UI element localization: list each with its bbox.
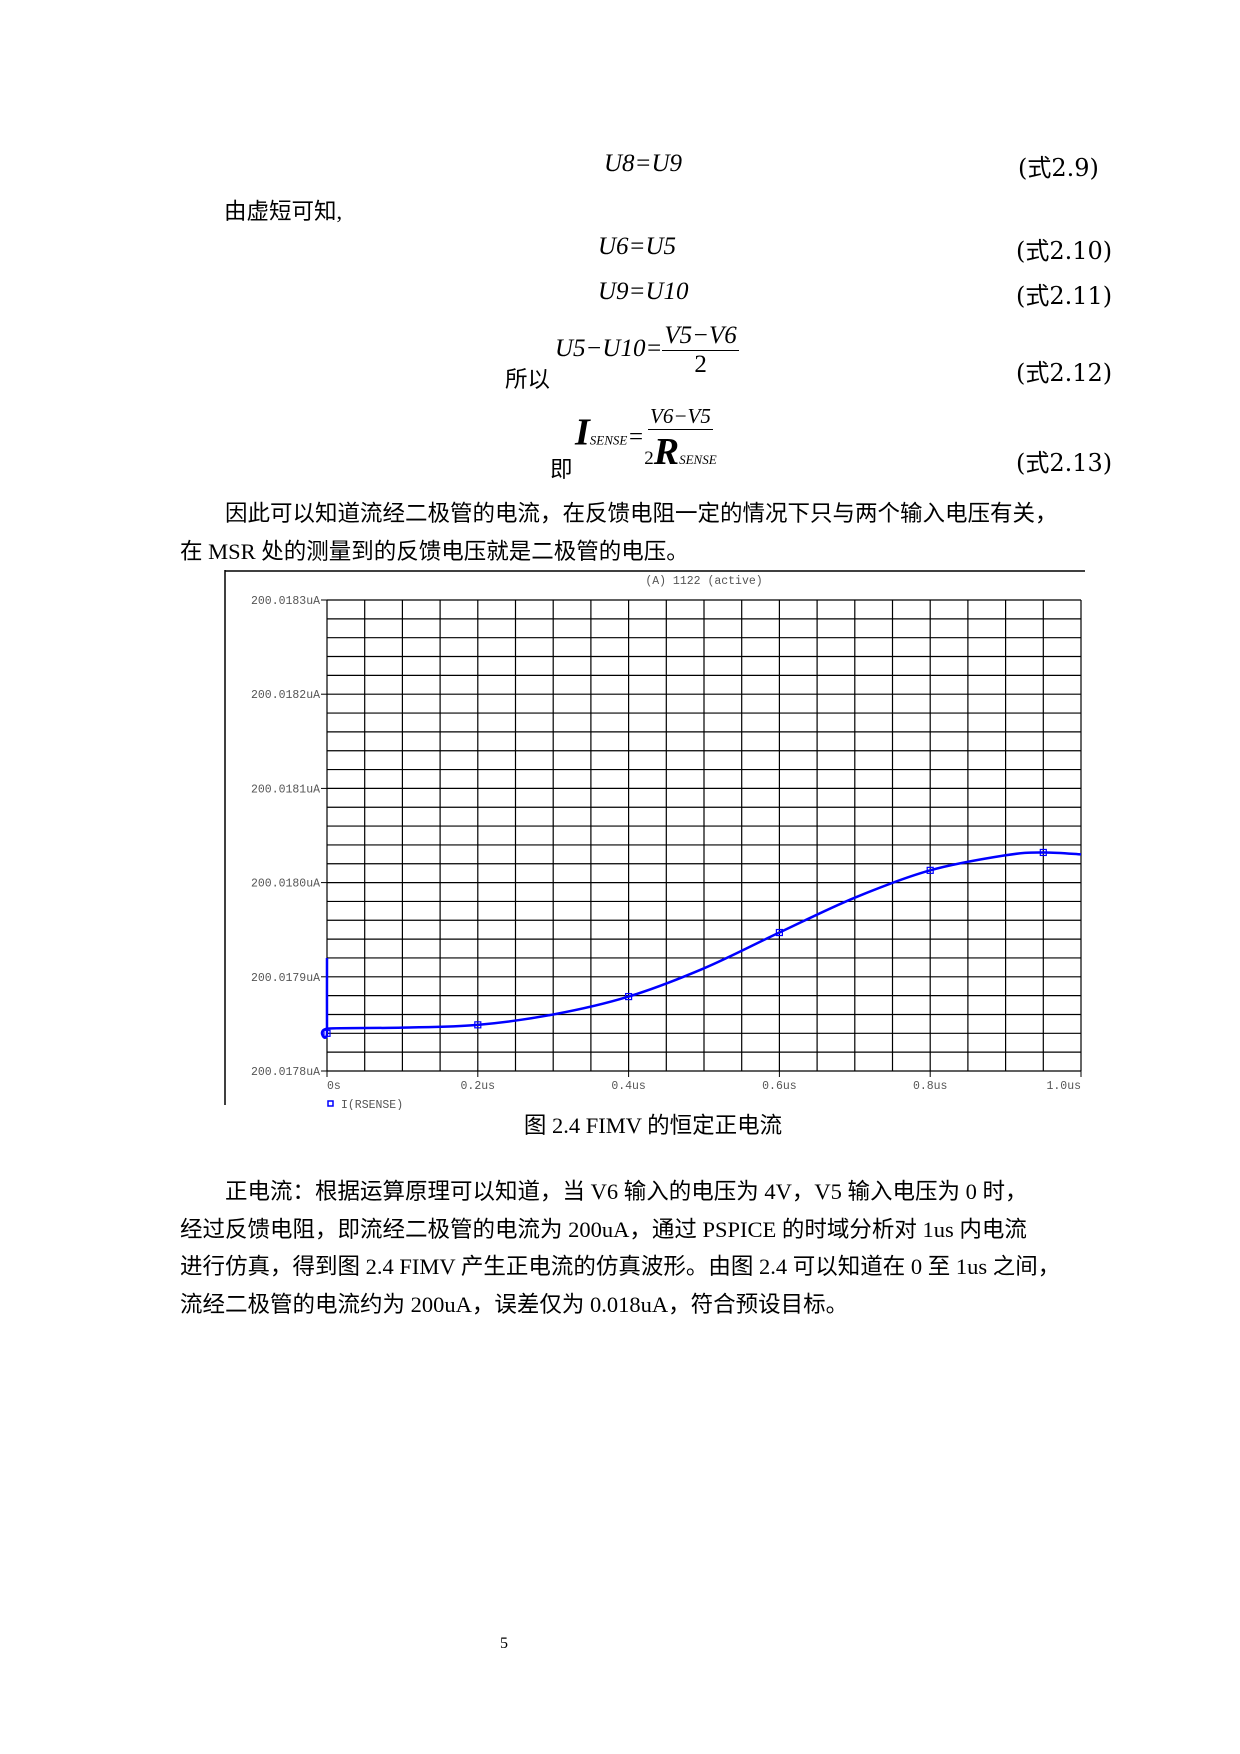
series-marker (1039, 848, 1047, 857)
text-line: 进行仿真，得到图 2.4 FIMV 产生正电流的仿真波形。由图 2.4 可以知道… (180, 1254, 1061, 1279)
intro-text: 由虚短可知, (224, 199, 343, 224)
y-tick-label: 200.0183uA (251, 595, 320, 608)
page-number: 5 (500, 1635, 508, 1652)
y-tick-label: 200.0180uA (251, 878, 320, 891)
legend-label: I(RSENSE) (341, 1099, 403, 1110)
series-marker (926, 866, 934, 874)
equation-2-11: U9=U10 (598, 278, 689, 305)
paragraph-1: 因此可以知道流经二极管的电流，在反馈电阻一定的情况下只与两个输入电压有关， 在 … (180, 495, 1140, 570)
series-marker (323, 1029, 331, 1037)
x-tick-label: 0.8us (913, 1080, 948, 1093)
y-tick-label: 200.0182uA (251, 689, 320, 702)
equation-2-12: U5−U10= V5−V6 2 (555, 322, 739, 378)
equation-tag: (式2.9) (1018, 154, 1099, 182)
text-line: 流经二极管的电流约为 200uA，误差仅为 0.018uA，符合预设目标。 (180, 1291, 849, 1317)
x-tick-label: 0s (327, 1080, 341, 1093)
equation-2-13: ISENSE= V6−V5 2RSENSE (575, 404, 717, 473)
y-tick-label: 200.0178uA (251, 1066, 320, 1079)
x-tick-label: 1.0us (1046, 1080, 1081, 1093)
y-tick-label: 200.0179uA (251, 972, 320, 985)
series-marker (474, 1021, 482, 1029)
legend-marker (327, 1100, 334, 1107)
y-tick-label: 200.0181uA (251, 783, 320, 796)
figure-caption: 图 2.4 FIMV 的恒定正电流 (523, 1113, 783, 1138)
equation-tag: (式2.12) (1016, 359, 1113, 387)
equation-prefix: 所以 (505, 367, 551, 392)
series-marker (775, 928, 784, 937)
x-tick-label: 0.6us (762, 1080, 797, 1093)
x-tick-label: 0.2us (461, 1080, 496, 1093)
text-line: 经过反馈电阻，即流经二极管的电流为 200uA，通过 PSPICE 的时域分析对… (180, 1216, 1027, 1242)
equation-tag: (式2.13) (1016, 449, 1113, 477)
equation-2-9: U8=U9 (604, 150, 682, 177)
paragraph-2: 正电流：根据运算原理可以知道，当 V6 输入的电压为 4V，V5 输入电压为 0… (180, 1173, 1140, 1323)
equation-2-10: U6=U5 (598, 233, 676, 260)
equation-prefix: 即 (550, 457, 573, 482)
x-tick-label: 0.4us (611, 1080, 646, 1093)
text-line: 在 MSR 处的测量到的反馈电压就是二极管的电压。 (180, 538, 689, 564)
series-marker (625, 992, 633, 1001)
text-line: 正电流：根据运算原理可以知道，当 V6 输入的电压为 4V，V5 输入电压为 0… (225, 1179, 1028, 1204)
current-waveform-chart: (A) 1122 (active) 200.0178uA 200.0179uA 200… (224, 570, 1085, 1110)
equation-tag: (式2.11) (1016, 282, 1113, 310)
series-line (320, 851, 1082, 1039)
equation-tag: (式2.10) (1016, 237, 1113, 265)
chart-title: (A) 1122 (active) (645, 575, 762, 588)
text-line: 因此可以知道流经二极管的电流，在反馈电阻一定的情况下只与两个输入电压有关， (225, 501, 1058, 526)
